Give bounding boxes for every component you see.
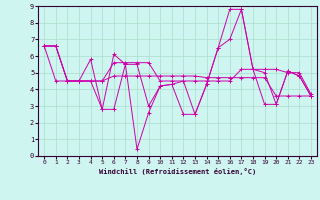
X-axis label: Windchill (Refroidissement éolien,°C): Windchill (Refroidissement éolien,°C) (99, 168, 256, 175)
